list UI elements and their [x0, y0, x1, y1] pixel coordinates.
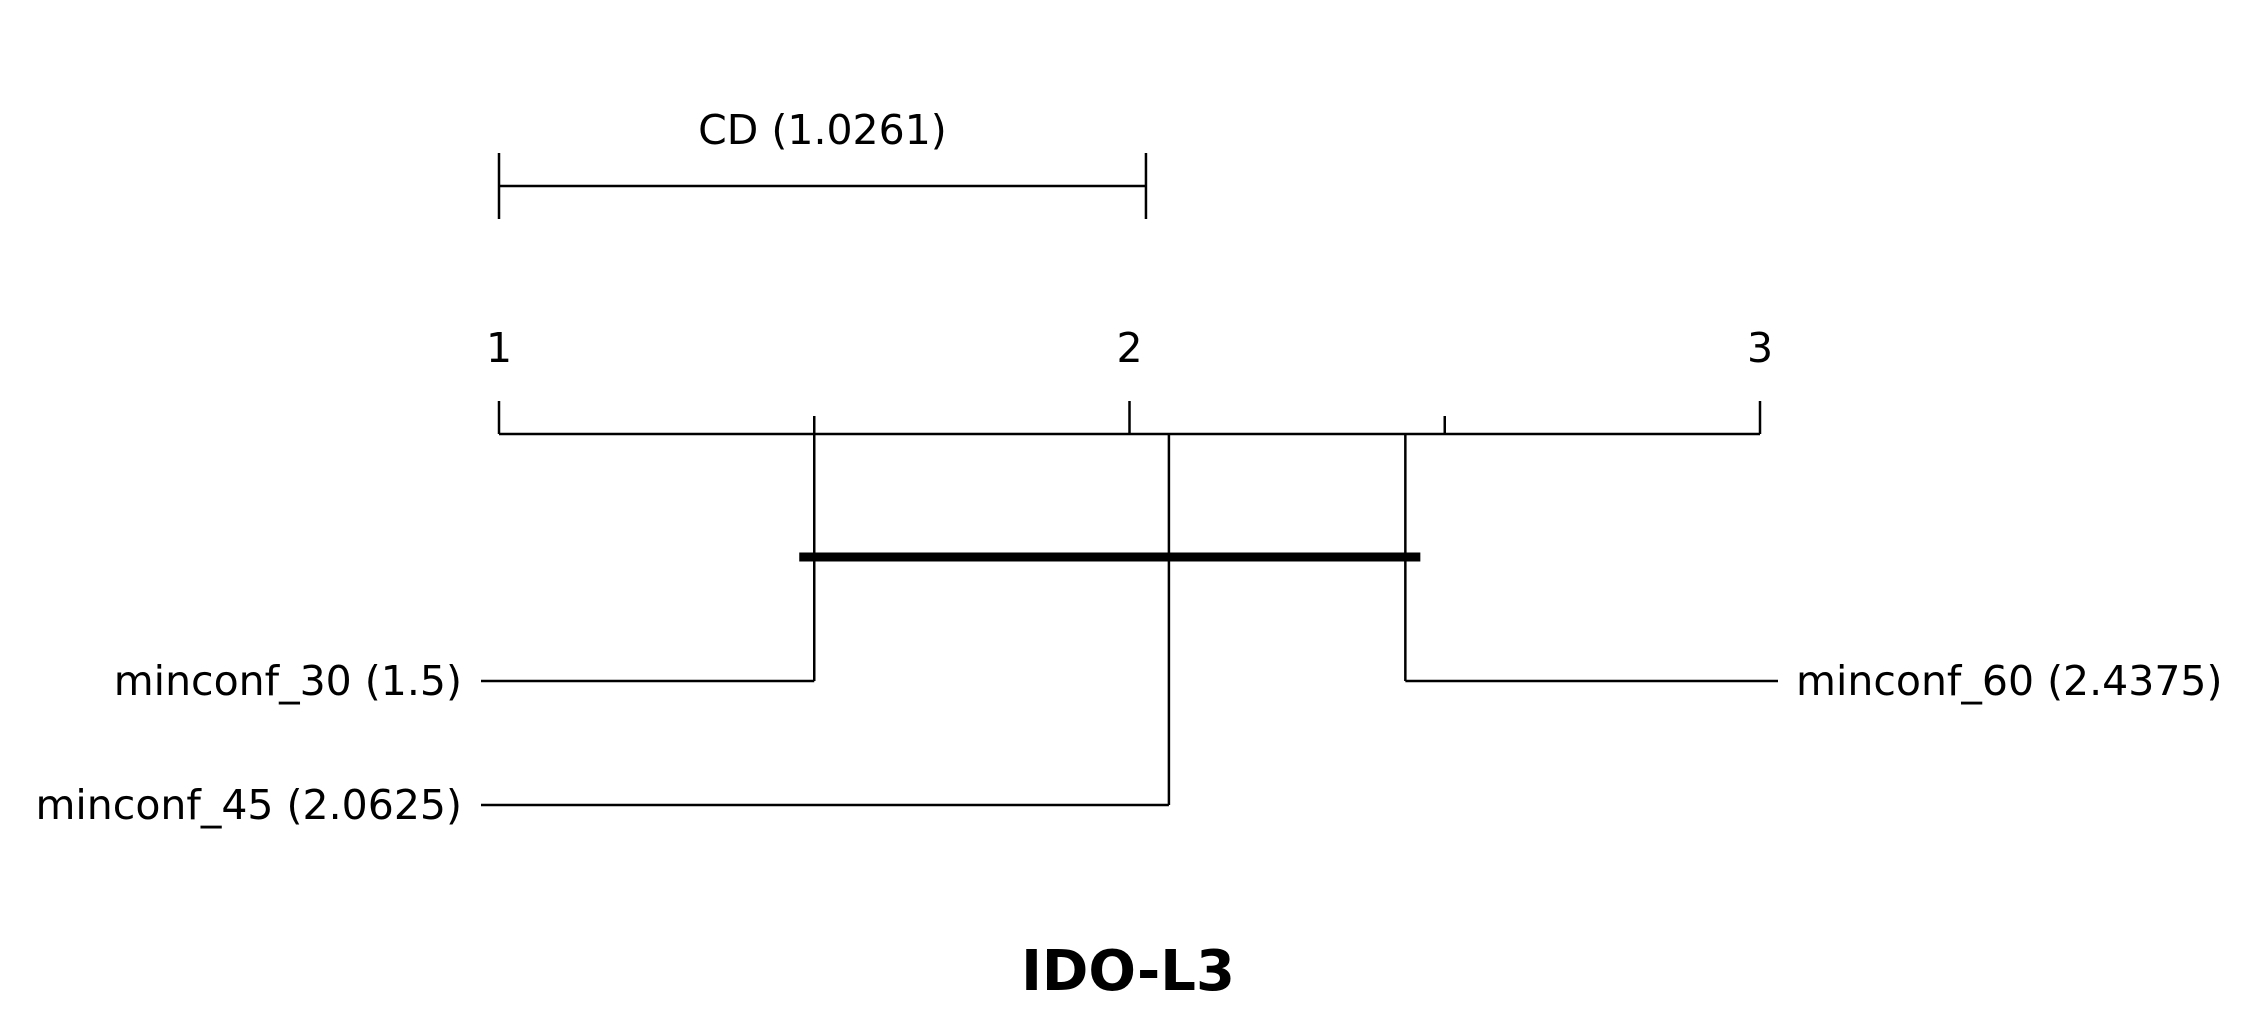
chart-title: IDO-L3: [1021, 939, 1235, 1004]
axis-tick-label: 1: [486, 324, 512, 372]
method-label: minconf_30 (1.5): [114, 657, 462, 705]
method-label: minconf_45 (2.0625): [35, 781, 462, 829]
axis-tick-label: 2: [1116, 324, 1142, 372]
method-label: minconf_60 (2.4375): [1796, 657, 2223, 705]
cd-bar: CD (1.0261): [497, 106, 1148, 219]
method-markers: minconf_30 (1.5) minconf_45 (2.0625) minco…: [35, 434, 2223, 829]
axis-tick-label: 3: [1747, 324, 1773, 372]
cd-label: CD (1.0261): [698, 106, 947, 154]
axis-ticks: 1 2 3: [486, 324, 1773, 434]
